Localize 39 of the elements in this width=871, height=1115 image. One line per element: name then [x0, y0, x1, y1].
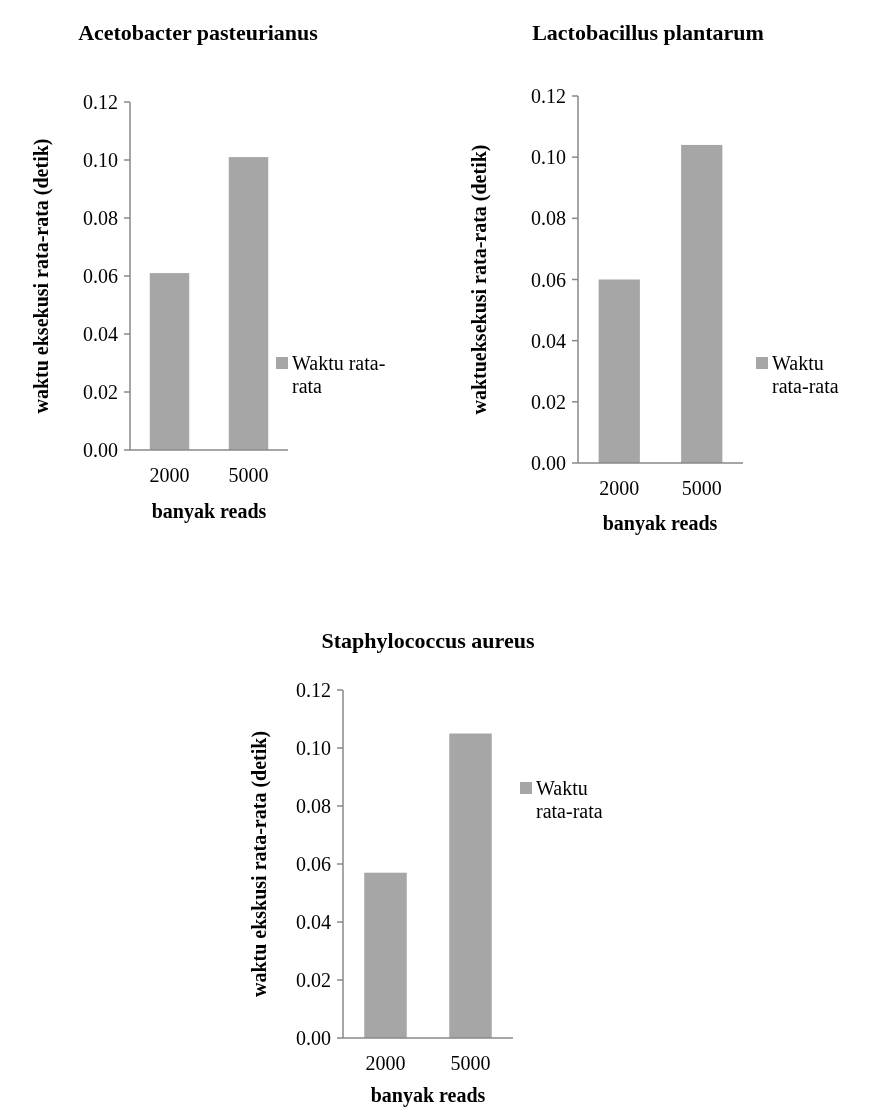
y-tick-label: 0.06 [531, 268, 566, 291]
x-axis-title: banyak reads [602, 512, 718, 535]
y-tick-label: 0.08 [296, 795, 331, 817]
x-tick-label: 5000 [681, 477, 722, 499]
y-tick-label: 0.04 [531, 329, 566, 352]
y-tick-label: 0.08 [531, 207, 566, 230]
y-tick-label: 0.04 [296, 911, 331, 933]
y-tick-label: 0.00 [296, 1027, 331, 1049]
y-tick-label: 0.06 [83, 265, 118, 287]
x-tick-label: 5000 [228, 464, 269, 486]
y-tick-label: 0.10 [296, 737, 331, 759]
chart-title: Lactobacillus plantarum [532, 20, 764, 45]
y-tick-label: 0.12 [531, 85, 566, 107]
y-tick-label: 0.04 [83, 323, 118, 345]
legend-label: Waktu rata-rata [536, 777, 603, 822]
x-tick-label: 2000 [599, 477, 640, 499]
x-tick-label: 2000 [365, 1052, 406, 1074]
y-axis-title: waktu eksekusi rata-rata (detik) [30, 138, 53, 414]
y-axis-title: waktueksekusi rata-rata (detik) [468, 144, 491, 415]
y-axis-title: waktu ekskusi rata-rata (detik) [248, 730, 271, 998]
y-tick-label: 0.12 [83, 91, 118, 113]
legend-label: Waktu rata-rata [772, 352, 839, 397]
y-tick-label: 0.02 [531, 390, 566, 413]
y-tick-label: 0.02 [83, 381, 118, 403]
chart-title: Acetobacter pasteurianus [78, 20, 319, 45]
y-tick-label: 0.10 [531, 146, 566, 169]
x-tick-label: 5000 [450, 1052, 491, 1074]
y-tick-label: 0.00 [83, 439, 118, 461]
x-axis-title: banyak reads [151, 500, 267, 523]
x-axis-title: banyak reads [370, 1084, 486, 1107]
chart-title: Staphylococcus aureus [321, 628, 535, 653]
y-tick-label: 0.12 [296, 679, 331, 701]
legend-label: Waktu rata-rata [292, 352, 386, 397]
y-tick-label: 0.08 [83, 207, 118, 229]
y-tick-label: 0.06 [296, 853, 331, 875]
y-tick-label: 0.10 [83, 149, 118, 171]
x-tick-label: 2000 [149, 464, 190, 486]
y-tick-label: 0.00 [531, 452, 566, 474]
y-tick-label: 0.02 [296, 969, 331, 991]
